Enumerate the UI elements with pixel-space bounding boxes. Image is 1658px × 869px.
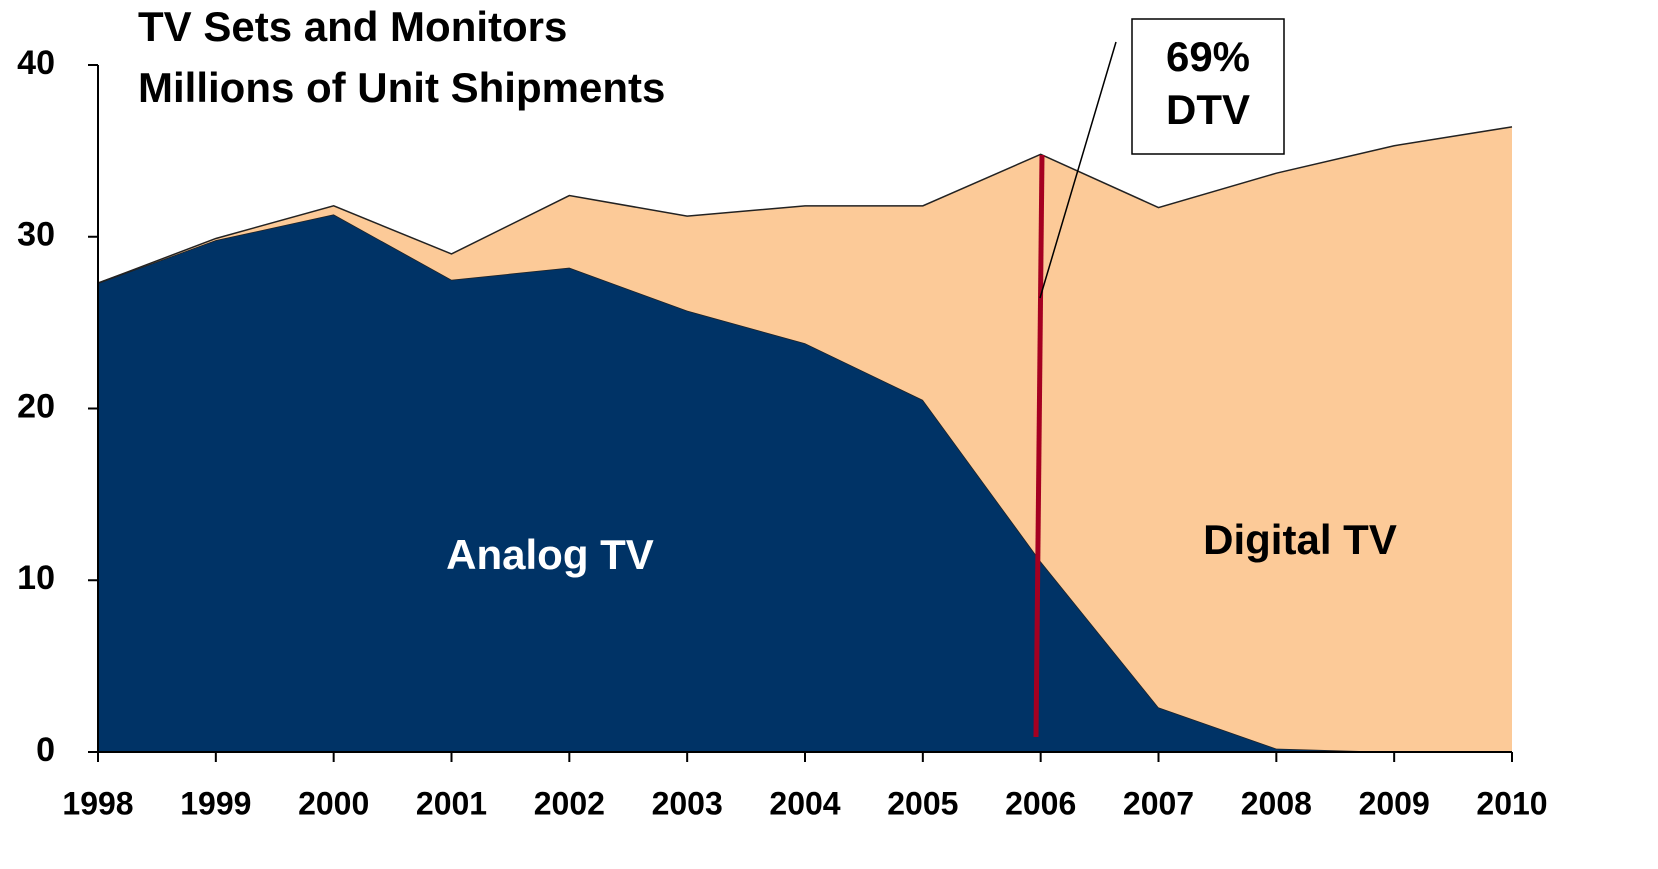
y-tick-label: 20 [17, 387, 55, 425]
annotation: DTV [1166, 86, 1250, 133]
x-tick-label: 1998 [62, 785, 133, 821]
chart-subtitle: Millions of Unit Shipments [138, 64, 665, 111]
series-label: Digital TV [1203, 516, 1397, 563]
y-tick-label: 40 [17, 44, 55, 82]
chart-title: TV Sets and Monitors [138, 3, 567, 50]
x-tick-label: 2001 [416, 785, 487, 821]
x-tick-label: 2002 [534, 785, 605, 821]
x-tick-label: 1999 [180, 785, 251, 821]
series-label: Analog TV [446, 531, 654, 578]
x-tick-label: 2007 [1123, 785, 1194, 821]
x-tick-label: 2010 [1476, 785, 1547, 821]
marker-line [1033, 154, 1045, 738]
x-tick-label: 2000 [298, 785, 369, 821]
y-tick-label: 30 [17, 216, 55, 254]
x-tick-label: 2008 [1241, 785, 1312, 821]
area [98, 214, 1512, 753]
area [98, 126, 1512, 752]
x-tick-label: 2006 [1005, 785, 1076, 821]
x-tick-label: 2004 [769, 785, 840, 821]
area-outline [97, 126, 1513, 284]
y-tick-label: 0 [36, 731, 55, 769]
x-tick-label: 2009 [1359, 785, 1430, 821]
x-tick-label: 2003 [652, 785, 723, 821]
y-tick-label: 10 [17, 559, 55, 597]
callout-box [1131, 18, 1285, 155]
callout-line [1039, 41, 1117, 299]
x-tick-label: 2005 [887, 785, 958, 821]
annotation: 69% [1166, 33, 1250, 80]
